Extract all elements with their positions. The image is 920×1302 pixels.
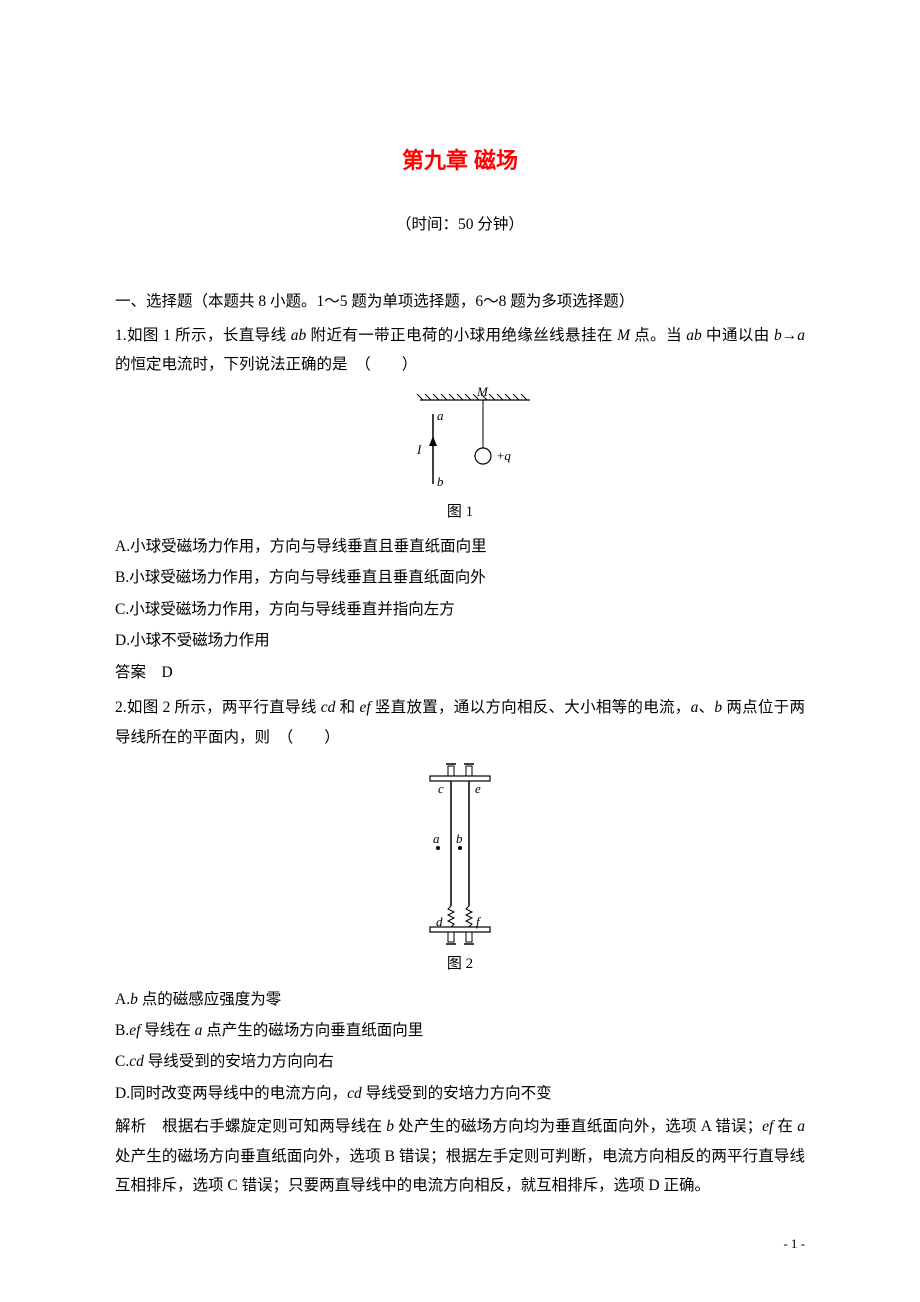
- q2-cd: cd: [321, 699, 336, 716]
- q2-option-b: B.ef 导线在 a 点产生的磁场方向垂直纸面向里: [115, 1016, 805, 1045]
- q2-optA-post: 点的磁感应强度为零: [138, 991, 281, 1008]
- q1-a: a: [797, 327, 805, 344]
- q2-optD-post: 导线受到的安培力方向不变: [362, 1085, 552, 1102]
- q2-exp-b: b: [386, 1118, 394, 1135]
- q2-stem-text: 2.如图 2 所示，两平行直导线: [115, 699, 321, 716]
- page-container: 第九章 磁场 （时间：50 分钟） 一、选择题（本题共 8 小题。1～5 题为单…: [0, 0, 920, 1255]
- fig1-label-M: M: [476, 386, 489, 399]
- q2-option-a: A.b 点的磁感应强度为零: [115, 985, 805, 1014]
- figure-1-caption: 图 1: [115, 498, 805, 527]
- figure-2-svg: c e a b d f: [410, 758, 510, 948]
- q2-stem: 2.如图 2 所示，两平行直导线 cd 和 ef 竖直放置，通以方向相反、大小相…: [115, 693, 805, 752]
- q2-option-d: D.同时改变两导线中的电流方向，cd 导线受到的安培力方向不变: [115, 1079, 805, 1108]
- q2-stem-text: 、: [698, 699, 714, 716]
- q2-optC-cd: cd: [129, 1053, 144, 1070]
- q2-exp-1: 处产生的磁场方向均为垂直纸面向外，选项 A 错误；: [394, 1118, 762, 1135]
- q2-stem-text: 和: [335, 699, 359, 716]
- q2-exp-pre: 解析 根据右手螺旋定则可知两导线在: [115, 1118, 386, 1135]
- q2-optB-ef: ef: [129, 1022, 140, 1039]
- fig1-label-b: b: [437, 474, 444, 489]
- q2-optB-mid: 导线在: [140, 1022, 194, 1039]
- q1-stem-text: 附近有一带正电荷的小球用绝缘丝线悬挂在: [306, 327, 617, 344]
- q1-stem: 1.如图 1 所示，长直导线 ab 附近有一带正电荷的小球用绝缘丝线悬挂在 M …: [115, 321, 805, 380]
- q2-optD-pre: D.同时改变两导线中的电流方向，: [115, 1085, 347, 1102]
- fig1-label-a: a: [437, 408, 444, 423]
- fig2-label-a: a: [433, 831, 440, 846]
- time-text: （时间：50 分钟）: [115, 210, 805, 239]
- q1-stem-text: 中通以由: [702, 327, 774, 344]
- q2-optA-b: b: [130, 991, 138, 1008]
- q1-answer: 答案 D: [115, 658, 805, 687]
- q2-exp-2: 在: [773, 1118, 797, 1135]
- q2-exp-3: 处产生的磁场方向垂直纸面向外，选项 B 错误；根据左手定则可判断，电流方向相反的…: [115, 1148, 805, 1194]
- fig1-label-q: +q: [497, 448, 511, 463]
- fig1-label-I: I: [416, 442, 422, 457]
- page-number: - 1 -: [783, 1236, 805, 1252]
- q2-exp-ef: ef: [762, 1118, 773, 1135]
- q2-optB-pre: B.: [115, 1022, 129, 1039]
- q2-optC-pre: C.: [115, 1053, 129, 1070]
- figure-2: c e a b d f: [115, 758, 805, 948]
- q2-optB-post: 点产生的磁场方向垂直纸面向里: [202, 1022, 423, 1039]
- q2-option-c: C.cd 导线受到的安培力方向向右: [115, 1047, 805, 1076]
- q1-option-d: D.小球不受磁场力作用: [115, 626, 805, 655]
- q2-stem-text: 竖直放置，通以方向相反、大小相等的电流，: [371, 699, 691, 716]
- q2-exp-a: a: [797, 1118, 805, 1135]
- fig2-label-e: e: [475, 781, 481, 796]
- q1-stem-text: 1.如图 1 所示，长直导线: [115, 327, 291, 344]
- fig2-label-d: d: [436, 914, 443, 929]
- q2-explanation: 解析 根据右手螺旋定则可知两导线在 b 处产生的磁场方向均为垂直纸面向外，选项 …: [115, 1112, 805, 1200]
- chapter-title: 第九章 磁场: [115, 140, 805, 182]
- q2-optC-post: 导线受到的安培力方向向右: [144, 1053, 334, 1070]
- fig2-label-b: b: [456, 831, 463, 846]
- q1-stem-text: 点。当: [630, 327, 686, 344]
- q1-stem-end: 的恒定电流时，下列说法正确的是 （ ）: [115, 356, 417, 373]
- q1-arrow: →: [782, 327, 798, 344]
- q2-b: b: [714, 699, 722, 716]
- figure-1: M a b I +q: [115, 386, 805, 496]
- q1-ab: ab: [291, 327, 307, 344]
- q2-ef: ef: [360, 699, 371, 716]
- q1-M: M: [617, 327, 630, 344]
- q1-b: b: [774, 327, 782, 344]
- q1-option-a: A.小球受磁场力作用，方向与导线垂直且垂直纸面向里: [115, 532, 805, 561]
- q1-option-b: B.小球受磁场力作用，方向与导线垂直且垂直纸面向外: [115, 563, 805, 592]
- q1-ab2: ab: [686, 327, 702, 344]
- figure-1-svg: M a b I +q: [375, 386, 545, 496]
- q1-option-c: C.小球受磁场力作用，方向与导线垂直并指向左方: [115, 595, 805, 624]
- q2-optD-cd: cd: [347, 1085, 362, 1102]
- q2-optA-pre: A.: [115, 991, 130, 1008]
- section-heading: 一、选择题（本题共 8 小题。1～5 题为单项选择题，6～8 题为多项选择题）: [115, 287, 805, 316]
- figure-2-caption: 图 2: [115, 950, 805, 979]
- fig2-label-c: c: [438, 781, 444, 796]
